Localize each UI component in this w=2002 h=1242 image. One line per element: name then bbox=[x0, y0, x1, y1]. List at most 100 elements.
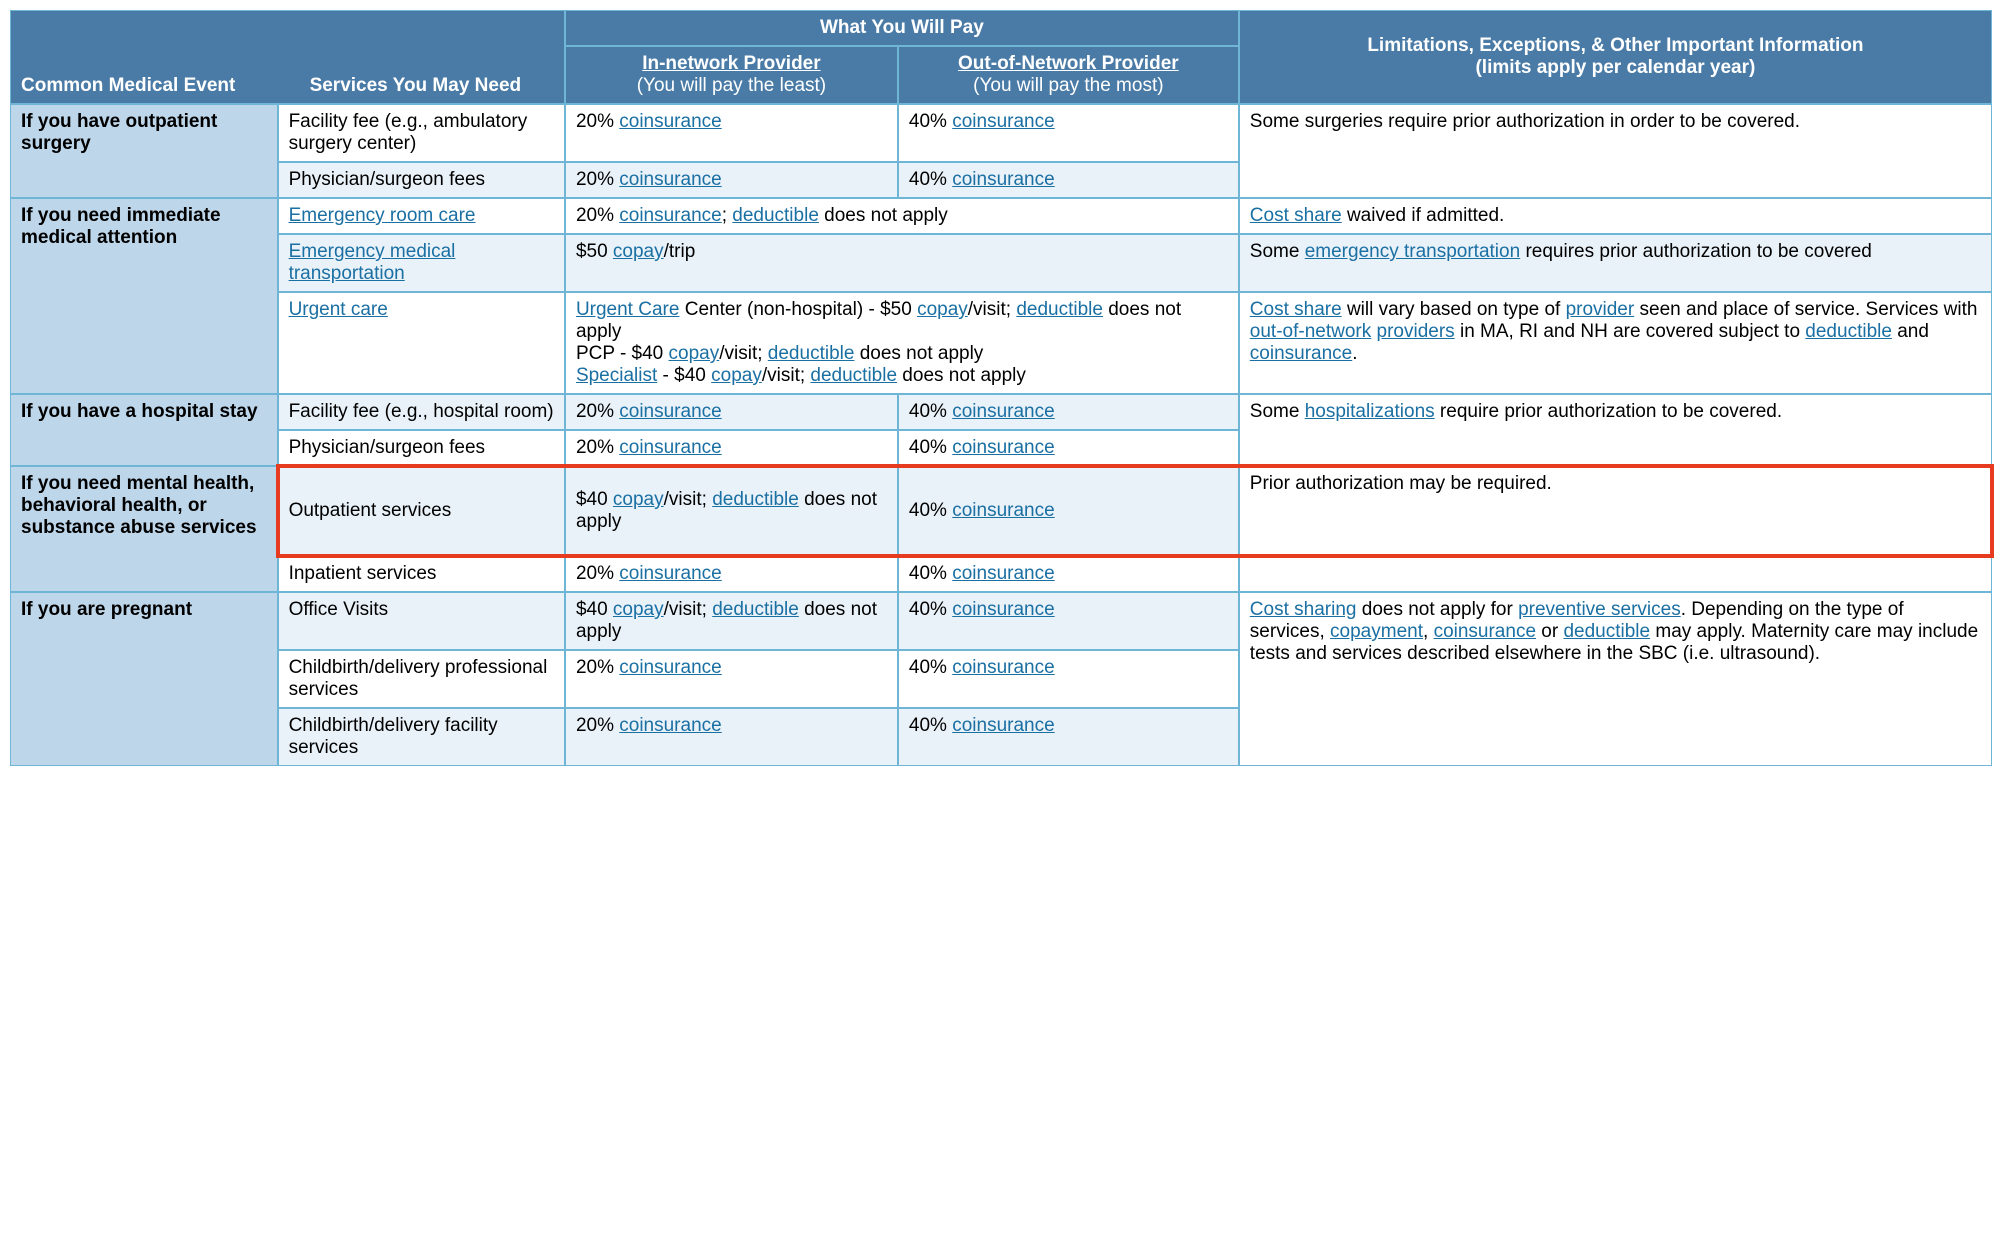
link-copayment[interactable]: copayment bbox=[1330, 621, 1423, 642]
link-coinsurance[interactable]: coinsurance bbox=[619, 715, 721, 736]
t: - $40 bbox=[657, 365, 711, 386]
t: /visit; bbox=[968, 299, 1017, 320]
link-preventive[interactable]: preventive services bbox=[1518, 599, 1681, 620]
cell-out: 40% coinsurance bbox=[898, 650, 1239, 708]
event-outpatient: If you have outpatient surgery bbox=[10, 104, 278, 198]
cell-in: 20% coinsurance bbox=[565, 394, 898, 430]
header-limitations-line2: (limits apply per calendar year) bbox=[1475, 57, 1755, 78]
t: /visit; bbox=[664, 599, 713, 620]
link-deductible[interactable]: deductible bbox=[1563, 621, 1650, 642]
link-coinsurance[interactable]: coinsurance bbox=[952, 715, 1054, 736]
link-urgent-care-cap[interactable]: Urgent Care bbox=[576, 299, 680, 320]
link-coinsurance[interactable]: coinsurance bbox=[1250, 343, 1352, 364]
svc-preg-professional: Childbirth/delivery professional service… bbox=[278, 650, 565, 708]
t: in MA, RI and NH are covered subject to bbox=[1455, 321, 1806, 342]
t: $50 bbox=[576, 241, 613, 262]
link-er-care[interactable]: Emergency room care bbox=[289, 205, 476, 226]
link-emt[interactable]: Emergency medical transportation bbox=[289, 241, 456, 284]
link-coinsurance[interactable]: coinsurance bbox=[952, 657, 1054, 678]
t: 40% bbox=[909, 437, 952, 458]
link-coinsurance[interactable]: coinsurance bbox=[619, 657, 721, 678]
svc-preg-facility: Childbirth/delivery facility services bbox=[278, 708, 565, 766]
t: 40% bbox=[909, 500, 952, 521]
cell-out: 40% coinsurance bbox=[898, 556, 1239, 592]
link-coinsurance[interactable]: coinsurance bbox=[952, 599, 1054, 620]
benefits-table: Common Medical Event Services You May Ne… bbox=[10, 10, 1992, 766]
link-emergency-transport[interactable]: emergency transportation bbox=[1305, 241, 1520, 262]
link-deductible[interactable]: deductible bbox=[1016, 299, 1103, 320]
link-cost-sharing[interactable]: Cost sharing bbox=[1250, 599, 1357, 620]
svc-emt: Emergency medical transportation bbox=[278, 234, 565, 292]
link-deductible[interactable]: deductible bbox=[768, 343, 855, 364]
link-oon[interactable]: out-of-network bbox=[1250, 321, 1371, 342]
link-coinsurance[interactable]: coinsurance bbox=[952, 111, 1054, 132]
link-cost-share[interactable]: Cost share bbox=[1250, 299, 1342, 320]
cell-preg-in: $40 copay/visit; deductible does not app… bbox=[565, 592, 898, 650]
link-coinsurance[interactable]: coinsurance bbox=[619, 111, 721, 132]
header-out-network: Out-of-Network Provider (You will pay th… bbox=[898, 46, 1239, 104]
lim-er: Cost share waived if admitted. bbox=[1239, 198, 1992, 234]
header-what-you-pay: What You Will Pay bbox=[565, 10, 1239, 46]
t: 40% bbox=[909, 169, 952, 190]
link-urgent-care[interactable]: Urgent care bbox=[289, 299, 388, 320]
link-coinsurance[interactable]: coinsurance bbox=[952, 563, 1054, 584]
link-copay[interactable]: copay bbox=[613, 489, 664, 510]
h-in-sub: (You will pay the least) bbox=[637, 75, 826, 96]
link-hospitalizations[interactable]: hospitalizations bbox=[1305, 401, 1435, 422]
t: Some bbox=[1250, 401, 1305, 422]
link-coinsurance[interactable]: coinsurance bbox=[619, 437, 721, 458]
link-coinsurance[interactable]: coinsurance bbox=[619, 169, 721, 190]
link-copay[interactable]: copay bbox=[613, 241, 664, 262]
lim-hospital: Some hospitalizations require prior auth… bbox=[1239, 394, 1992, 466]
link-deductible[interactable]: deductible bbox=[712, 599, 799, 620]
t: 20% bbox=[576, 401, 619, 422]
svc-mental-inpatient: Inpatient services bbox=[278, 556, 565, 592]
cell-out: 40% coinsurance bbox=[898, 592, 1239, 650]
t: , bbox=[1423, 621, 1434, 642]
t: 40% bbox=[909, 599, 952, 620]
h-out-sub: (You will pay the most) bbox=[973, 75, 1163, 96]
event-immediate: If you need immediate medical attention bbox=[10, 198, 278, 394]
header-limitations-line1: Limitations, Exceptions, & Other Importa… bbox=[1367, 35, 1863, 56]
cell-in: 20% coinsurance bbox=[565, 104, 898, 162]
link-deductible[interactable]: deductible bbox=[810, 365, 897, 386]
h-out: Out-of-Network Provider bbox=[958, 53, 1179, 74]
link-coinsurance[interactable]: coinsurance bbox=[619, 401, 721, 422]
link-copay[interactable]: copay bbox=[613, 599, 664, 620]
link-provider[interactable]: provider bbox=[1566, 299, 1635, 320]
svc-hospital-physician: Physician/surgeon fees bbox=[278, 430, 565, 466]
link-cost-share[interactable]: Cost share bbox=[1250, 205, 1342, 226]
link-coinsurance[interactable]: coinsurance bbox=[619, 205, 721, 226]
link-copay[interactable]: copay bbox=[917, 299, 968, 320]
t: does not apply bbox=[854, 343, 983, 364]
link-deductible[interactable]: deductible bbox=[1805, 321, 1892, 342]
link-copay[interactable]: copay bbox=[669, 343, 720, 364]
t: will vary based on type of bbox=[1342, 299, 1566, 320]
link-coinsurance[interactable]: coinsurance bbox=[619, 563, 721, 584]
header-blank: Common Medical Event Services You May Ne… bbox=[10, 10, 565, 104]
t: 40% bbox=[909, 563, 952, 584]
link-coinsurance[interactable]: coinsurance bbox=[952, 437, 1054, 458]
link-coinsurance[interactable]: coinsurance bbox=[952, 401, 1054, 422]
t: 20% bbox=[576, 111, 619, 132]
link-deductible[interactable]: deductible bbox=[732, 205, 819, 226]
t: 20% bbox=[576, 657, 619, 678]
link-coinsurance[interactable]: coinsurance bbox=[1434, 621, 1536, 642]
link-specialist[interactable]: Specialist bbox=[576, 365, 657, 386]
table-wrapper: Common Medical Event Services You May Ne… bbox=[10, 10, 1992, 766]
link-coinsurance[interactable]: coinsurance bbox=[952, 500, 1054, 521]
link-copay[interactable]: copay bbox=[711, 365, 762, 386]
link-providers[interactable]: providers bbox=[1377, 321, 1455, 342]
lim-mental: Prior authorization may be required. bbox=[1239, 466, 1992, 556]
t: Center (non-hospital) - $50 bbox=[679, 299, 917, 320]
cell-in: 20% coinsurance bbox=[565, 650, 898, 708]
t: /visit; bbox=[719, 343, 768, 364]
cell-out: 40% coinsurance bbox=[898, 708, 1239, 766]
t: /visit; bbox=[664, 489, 713, 510]
t: 40% bbox=[909, 715, 952, 736]
cell-out: 40% coinsurance bbox=[898, 162, 1239, 198]
header-limitations: Limitations, Exceptions, & Other Importa… bbox=[1239, 10, 1992, 104]
link-coinsurance[interactable]: coinsurance bbox=[952, 169, 1054, 190]
link-deductible[interactable]: deductible bbox=[712, 489, 799, 510]
cell-out: 40% coinsurance bbox=[898, 430, 1239, 466]
